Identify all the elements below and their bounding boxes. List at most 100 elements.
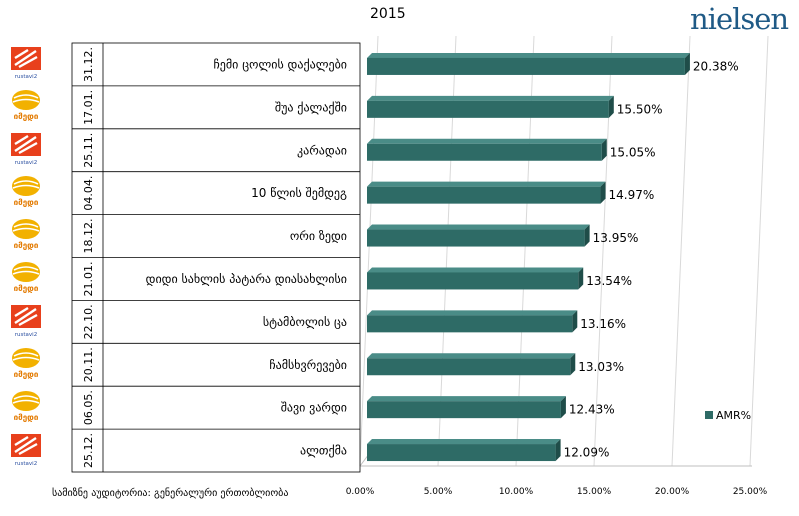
data-label: 12.09% — [564, 446, 610, 460]
data-label: 13.54% — [586, 274, 632, 288]
bar-top — [367, 353, 576, 359]
program-title: ჩემი ცოლის დაქალები — [214, 57, 347, 71]
imedi-logo-caption: იმედი — [14, 198, 39, 207]
air-date: 31.12. — [82, 47, 95, 82]
rustavi2-logo: rustavi2 — [6, 131, 48, 167]
bar-top — [367, 138, 607, 144]
target-audience-footnote: სამიზნე აუდიტორია: გენერალური ერთობლიობა — [52, 488, 289, 499]
bar-side — [684, 52, 690, 75]
bar-top — [367, 439, 561, 445]
bar-side — [600, 181, 606, 204]
gridline — [671, 35, 691, 467]
air-date: 06.05. — [82, 390, 95, 425]
air-date: 17.01. — [82, 90, 95, 125]
data-label: 13.95% — [593, 231, 639, 245]
rustavi2-logo-caption: rustavi2 — [15, 160, 37, 166]
bar-top — [367, 181, 606, 187]
x-tick-label: 0.00% — [346, 487, 375, 497]
bar — [367, 143, 602, 161]
imedi-logo-caption: იმედი — [14, 370, 39, 379]
rustavi2-logo-mark: rustavi2 — [11, 433, 41, 467]
data-labels: 20.38% 15.50% 15.05% 14.97% 13.95% 13.54% 13.1… — [564, 59, 739, 459]
imedi-logo-caption: იმედი — [14, 413, 39, 422]
bar — [367, 100, 609, 118]
program-title: კარადაი — [297, 143, 347, 157]
air-date: 25.12. — [82, 433, 95, 468]
x-tick-label: 25.00% — [733, 487, 768, 497]
program-title: 10 წლის შემდეგ — [251, 186, 347, 200]
program-title: დიდი სახლის პატარა დიასახლისი — [146, 272, 347, 286]
bar-side — [560, 396, 566, 419]
data-label: 13.03% — [578, 360, 624, 374]
rustavi2-logo-caption: rustavi2 — [15, 461, 37, 467]
x-tick-label: 10.00% — [499, 487, 534, 497]
imedi-logo-caption: იმედი — [14, 112, 39, 121]
category-table: 31.12. ჩემი ცოლის დაქალები 17.01. შუა ქალაქ… — [71, 42, 361, 473]
program-title: ჩამსხვრევები — [269, 358, 347, 372]
imedi-logo-mark: იმედი — [12, 219, 40, 250]
bar-top — [367, 95, 614, 101]
legend: AMR% — [705, 409, 751, 422]
imedi-logo-mark: იმედი — [12, 347, 40, 379]
legend-label: AMR% — [716, 409, 751, 422]
legend-swatch — [705, 411, 713, 419]
program-title: შუა ქალაქში — [275, 100, 347, 114]
bar-top — [367, 310, 578, 316]
bar-side — [608, 95, 614, 118]
rustavi2-logo: rustavi2 — [6, 45, 48, 81]
program-title: ორი ზედი — [290, 229, 347, 243]
x-tick-label: 5.00% — [424, 487, 453, 497]
bar — [367, 444, 556, 462]
data-label: 13.16% — [580, 317, 626, 331]
rustavi2-logo-mark: rustavi2 — [11, 47, 41, 80]
gridline — [749, 35, 769, 467]
x-tick-label: 15.00% — [577, 487, 612, 497]
program-title: სტამბოლის ცა — [263, 315, 347, 329]
x-tick-label: 20.00% — [655, 487, 690, 497]
air-date: 25.11. — [82, 133, 95, 168]
data-label: 15.05% — [610, 145, 656, 159]
bar-top — [367, 267, 584, 273]
chart-title: 2015 — [370, 6, 406, 22]
imedi-logo-mark: იმედი — [12, 90, 40, 121]
rustavi2-logo-mark: rustavi2 — [11, 133, 41, 166]
bar — [367, 315, 573, 333]
air-date: 22.10. — [82, 304, 95, 339]
air-date: 20.11. — [82, 347, 95, 382]
data-label: 14.97% — [609, 188, 655, 202]
bar-top — [367, 396, 566, 402]
imedi-logo-mark: იმედი — [12, 261, 40, 293]
bar-top — [367, 224, 590, 230]
imedi-logo: იმედი — [6, 389, 48, 425]
imedi-logo-caption: იმედი — [14, 284, 39, 293]
bar — [367, 401, 561, 419]
bar — [367, 229, 585, 247]
air-date: 21.01. — [82, 261, 95, 296]
x-axis-ticks: 0.00% 5.00% 10.00% 15.00% 20.00% 25.00% — [346, 487, 768, 497]
rustavi2-logo-caption: rustavi2 — [15, 74, 37, 80]
imedi-logo: იმედი — [6, 346, 48, 382]
bar — [367, 358, 571, 376]
data-label: 20.38% — [693, 59, 739, 73]
bar — [367, 57, 685, 75]
rustavi2-logo: rustavi2 — [6, 303, 48, 339]
imedi-logo: იმედი — [6, 260, 48, 296]
bar-side — [570, 353, 576, 376]
nielsen-logo: nielsen — [690, 2, 789, 36]
bar-side — [578, 267, 584, 290]
imedi-logo-caption: იმედი — [14, 241, 39, 250]
imedi-logo-mark: იმედი — [12, 176, 40, 207]
air-date: 18.12. — [82, 219, 95, 254]
bar-side — [555, 439, 561, 462]
bars — [367, 52, 690, 462]
data-label: 15.50% — [617, 102, 663, 116]
rustavi2-logo-caption: rustavi2 — [15, 332, 37, 338]
imedi-logo: იმედი — [6, 174, 48, 210]
rustavi2-logo-mark: rustavi2 — [11, 304, 41, 338]
imedi-logo: იმედი — [6, 217, 48, 253]
bar-top — [367, 52, 690, 58]
bar-side — [572, 310, 578, 333]
program-title: შავი ვარდი — [281, 401, 347, 415]
program-title: ალთქმა — [300, 444, 347, 458]
